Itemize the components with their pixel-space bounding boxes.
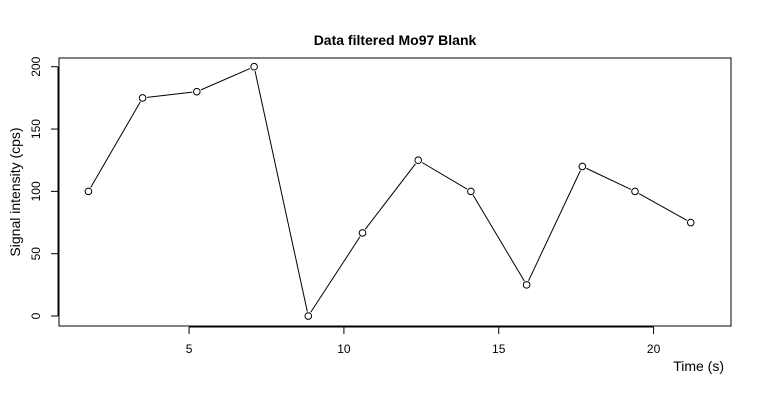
data-point (358, 229, 367, 237)
data-point (138, 94, 147, 102)
data-point (250, 62, 258, 71)
data-point (193, 87, 201, 96)
series-segment (528, 170, 581, 282)
data-point (686, 218, 695, 227)
y-axis-label: Signal intensity (cps) (7, 127, 23, 256)
y-axis: 0 50 100 150 200 (29, 56, 59, 319)
x-axis-label: Time (s) (673, 358, 724, 374)
x-tick-label: 5 (186, 342, 193, 356)
y-tick-label: 100 (29, 181, 43, 201)
data-point (631, 187, 639, 196)
series-segment (254, 71, 308, 312)
series-segment (421, 162, 468, 190)
y-tick-label: 0 (29, 312, 43, 319)
series-group (84, 62, 695, 320)
chart-title: Data filtered Mo97 Blank (314, 32, 477, 48)
series-segment (90, 101, 141, 188)
series-segment (586, 167, 632, 190)
series-segment (472, 194, 525, 282)
x-tick-label: 10 (337, 342, 351, 356)
x-tick-label: 20 (647, 342, 661, 356)
series-segment (310, 236, 361, 313)
series-segment (200, 68, 251, 91)
plot-frame (58, 57, 732, 327)
y-tick-label: 200 (29, 56, 43, 76)
data-point (414, 156, 423, 165)
x-tick-label: 15 (492, 342, 506, 356)
series-segment (638, 193, 688, 221)
data-point (84, 187, 93, 196)
series-segment (364, 163, 416, 230)
series-segment (147, 91, 193, 98)
data-point (304, 312, 313, 320)
y-tick-label: 50 (29, 247, 43, 261)
data-point (522, 281, 531, 289)
x-axis: 5 10 15 20 (186, 326, 661, 356)
data-point (578, 162, 587, 171)
data-point (467, 187, 475, 196)
y-tick-label: 150 (29, 119, 43, 139)
